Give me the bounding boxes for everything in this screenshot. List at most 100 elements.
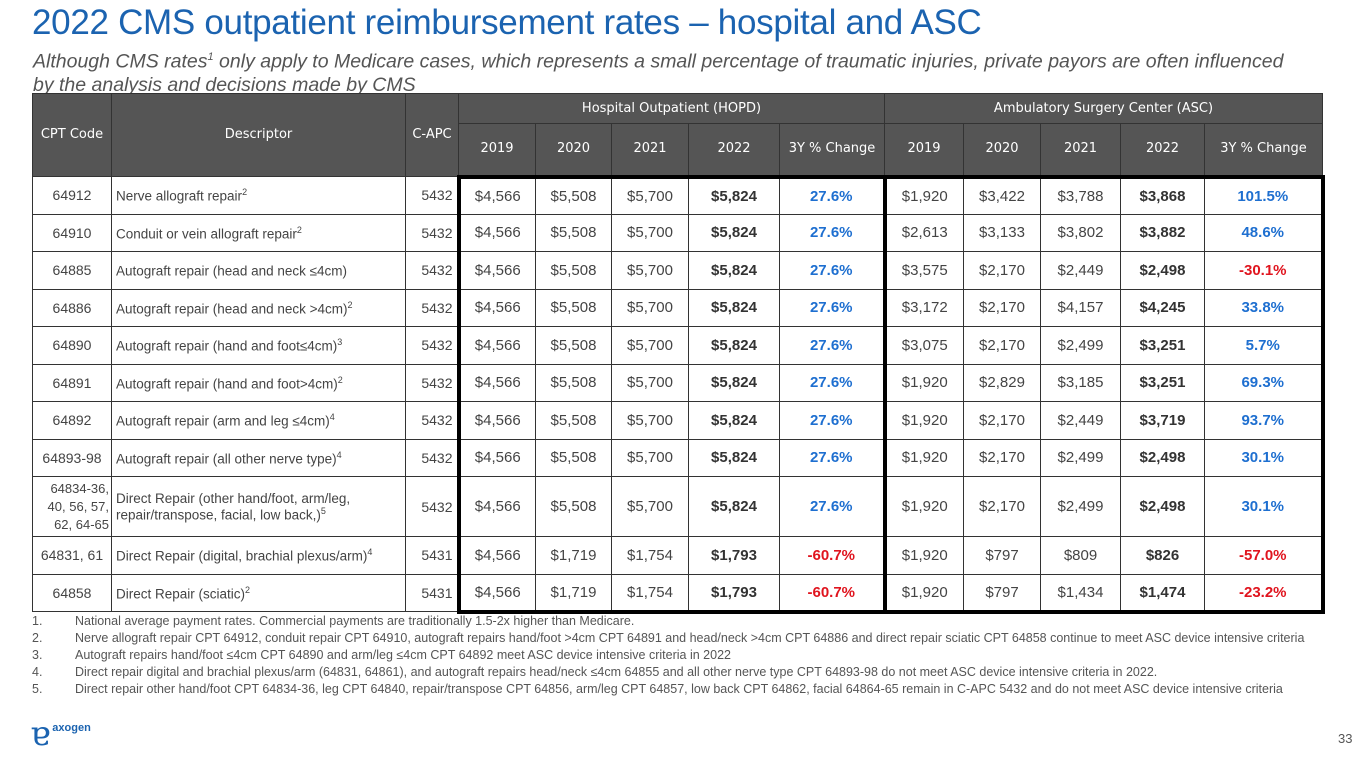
footnote-number: 4. <box>32 665 43 679</box>
cpt-code: 64890 <box>32 326 112 365</box>
hopd-2022: $5,824 <box>688 363 780 402</box>
asc-3y-change: 101.5% <box>1204 174 1325 215</box>
descriptor-text: Direct Repair (sciatic) <box>116 586 246 601</box>
descriptor: Nerve allograft repair2 <box>111 176 406 215</box>
hopd-2021: $5,700 <box>611 174 689 215</box>
descriptor: Autograft repair (head and neck >4cm)2 <box>111 288 406 327</box>
hopd-3y-change: 27.6% <box>779 401 885 440</box>
descriptor-text: Autograft repair (all other nerve type) <box>116 451 337 466</box>
asc-3y-change: 93.7% <box>1204 401 1325 440</box>
hopd-2019: $4,566 <box>456 573 536 614</box>
table-row: 64912 Nerve allograft repair2 5432 $4,566 $5… <box>32 174 1325 215</box>
hopd-3y-change: 27.6% <box>779 288 885 327</box>
hopd-3y-change: -60.7% <box>779 536 885 575</box>
hopd-2022: $5,824 <box>688 288 780 327</box>
asc-2019: $1,920 <box>882 536 964 575</box>
hopd-3y-change: -60.7% <box>779 573 885 614</box>
descriptor: Direct Repair (other hand/foot, arm/leg,… <box>111 476 406 537</box>
hopd-2022: $5,824 <box>688 326 780 365</box>
asc-2021: $2,449 <box>1040 401 1121 440</box>
table-row: 64910 Conduit or vein allograft repair2 54… <box>32 213 1325 252</box>
asc-2022: $3,251 <box>1120 363 1205 402</box>
footnote-text: Direct repair other hand/foot CPT 64834-… <box>75 682 1283 696</box>
descriptor-text: Autograft repair (head and neck >4cm) <box>116 301 348 316</box>
asc-3y-change: -23.2% <box>1204 573 1325 614</box>
asc-2021: $3,185 <box>1040 363 1121 402</box>
descriptor-text: Conduit or vein allograft repair <box>116 226 297 241</box>
table-row: 64834-36, 40, 56, 57, 62, 64-65 Direct Re… <box>32 476 1325 537</box>
footnote-text: Nerve allograft repair CPT 64912, condui… <box>75 631 1305 645</box>
asc-2019: $1,920 <box>882 476 964 537</box>
table-row: 64893-98 Autograft repair (all other nerv… <box>32 438 1325 477</box>
asc-2020: $2,170 <box>963 251 1041 290</box>
asc-3y-change: 33.8% <box>1204 288 1325 327</box>
footnote-ref: 2 <box>337 374 343 385</box>
footnote: 2. Nerve allograft repair CPT 64912, cond… <box>32 630 1362 647</box>
hopd-2019: $4,566 <box>456 401 536 440</box>
slide-title: 2022 CMS outpatient reimbursement rates … <box>32 3 982 42</box>
descriptor: Direct Repair (digital, brachial plexus/… <box>111 536 406 575</box>
hopd-2021: $5,700 <box>611 476 689 537</box>
table-row: 64892 Autograft repair (arm and leg ≤4cm)… <box>32 401 1325 440</box>
asc-2021: $2,449 <box>1040 251 1121 290</box>
footnote-number: 1. <box>32 614 43 628</box>
footnote-text: Autograft repairs hand/foot ≤4cm CPT 648… <box>75 648 731 662</box>
header-asc-2021: 2021 <box>1040 123 1121 177</box>
c-apc: 5432 <box>405 438 459 477</box>
hopd-2022: $5,824 <box>688 174 780 215</box>
asc-2019: $1,920 <box>882 363 964 402</box>
hopd-2021: $1,754 <box>611 573 689 614</box>
hopd-2020: $5,508 <box>535 401 612 440</box>
asc-2022: $3,251 <box>1120 326 1205 365</box>
cpt-code: 64831, 61 <box>32 536 112 575</box>
footnote-text: Direct repair digital and brachial plexu… <box>75 665 1158 679</box>
hopd-2019: $4,566 <box>456 438 536 477</box>
footnote-ref: 3 <box>337 337 343 347</box>
subtitle-text-cont: only apply to Medicare cases, which repr… <box>33 50 1284 96</box>
hopd-2022: $1,793 <box>688 536 780 575</box>
slide-subtitle: Although CMS rates1 only apply to Medica… <box>33 46 1293 97</box>
hopd-2022: $5,824 <box>688 251 780 290</box>
page-number: 33 <box>1338 731 1353 746</box>
descriptor: Autograft repair (hand and foot>4cm)2 <box>111 363 406 402</box>
descriptor: Autograft repair (head and neck ≤4cm) <box>111 251 406 290</box>
asc-2022: $3,719 <box>1120 401 1205 440</box>
axogen-logo: ɐ axogen <box>30 717 91 751</box>
asc-3y-change: -30.1% <box>1204 251 1325 290</box>
table-row: 64890 Autograft repair (hand and foot≤4cm… <box>32 326 1325 365</box>
cpt-code: 64886 <box>32 288 112 327</box>
asc-2022: $3,868 <box>1120 174 1205 215</box>
asc-2020: $3,133 <box>963 213 1041 252</box>
c-apc: 5432 <box>405 176 459 215</box>
hopd-2020: $1,719 <box>535 573 612 614</box>
c-apc: 5432 <box>405 363 459 402</box>
c-apc: 5432 <box>405 251 459 290</box>
asc-2019: $3,575 <box>882 251 964 290</box>
footnote-ref: 2 <box>296 224 302 235</box>
asc-3y-change: 30.1% <box>1204 476 1325 537</box>
hopd-2022: $5,824 <box>688 438 780 477</box>
table-row: 64891 Autograft repair (hand and foot>4cm… <box>32 363 1325 402</box>
hopd-2021: $5,700 <box>611 288 689 327</box>
descriptor: Conduit or vein allograft repair2 <box>111 213 406 252</box>
asc-2019: $3,172 <box>882 288 964 327</box>
logo-text: axogen <box>52 722 91 734</box>
c-apc: 5432 <box>405 476 459 537</box>
footnote-ref: 4 <box>336 449 342 460</box>
header-hopd-2020: 2020 <box>535 123 612 177</box>
hopd-2019: $4,566 <box>456 174 536 215</box>
hopd-2021: $5,700 <box>611 401 689 440</box>
header-asc: Ambulatory Surgery Center (ASC) <box>884 93 1323 124</box>
header-hopd-2021: 2021 <box>611 123 689 177</box>
footnote-ref: 2 <box>245 584 251 595</box>
footnote-number: 5. <box>32 682 43 696</box>
asc-2022: $4,245 <box>1120 288 1205 327</box>
hopd-3y-change: 27.6% <box>779 326 885 365</box>
asc-3y-change: 30.1% <box>1204 438 1325 477</box>
header-hopd: Hospital Outpatient (HOPD) <box>458 93 885 124</box>
asc-2022: $1,474 <box>1120 573 1205 614</box>
cpt-code: 64912 <box>32 176 112 215</box>
asc-2020: $2,170 <box>963 401 1041 440</box>
header-descriptor: Descriptor <box>111 93 406 177</box>
c-apc: 5432 <box>405 213 459 252</box>
